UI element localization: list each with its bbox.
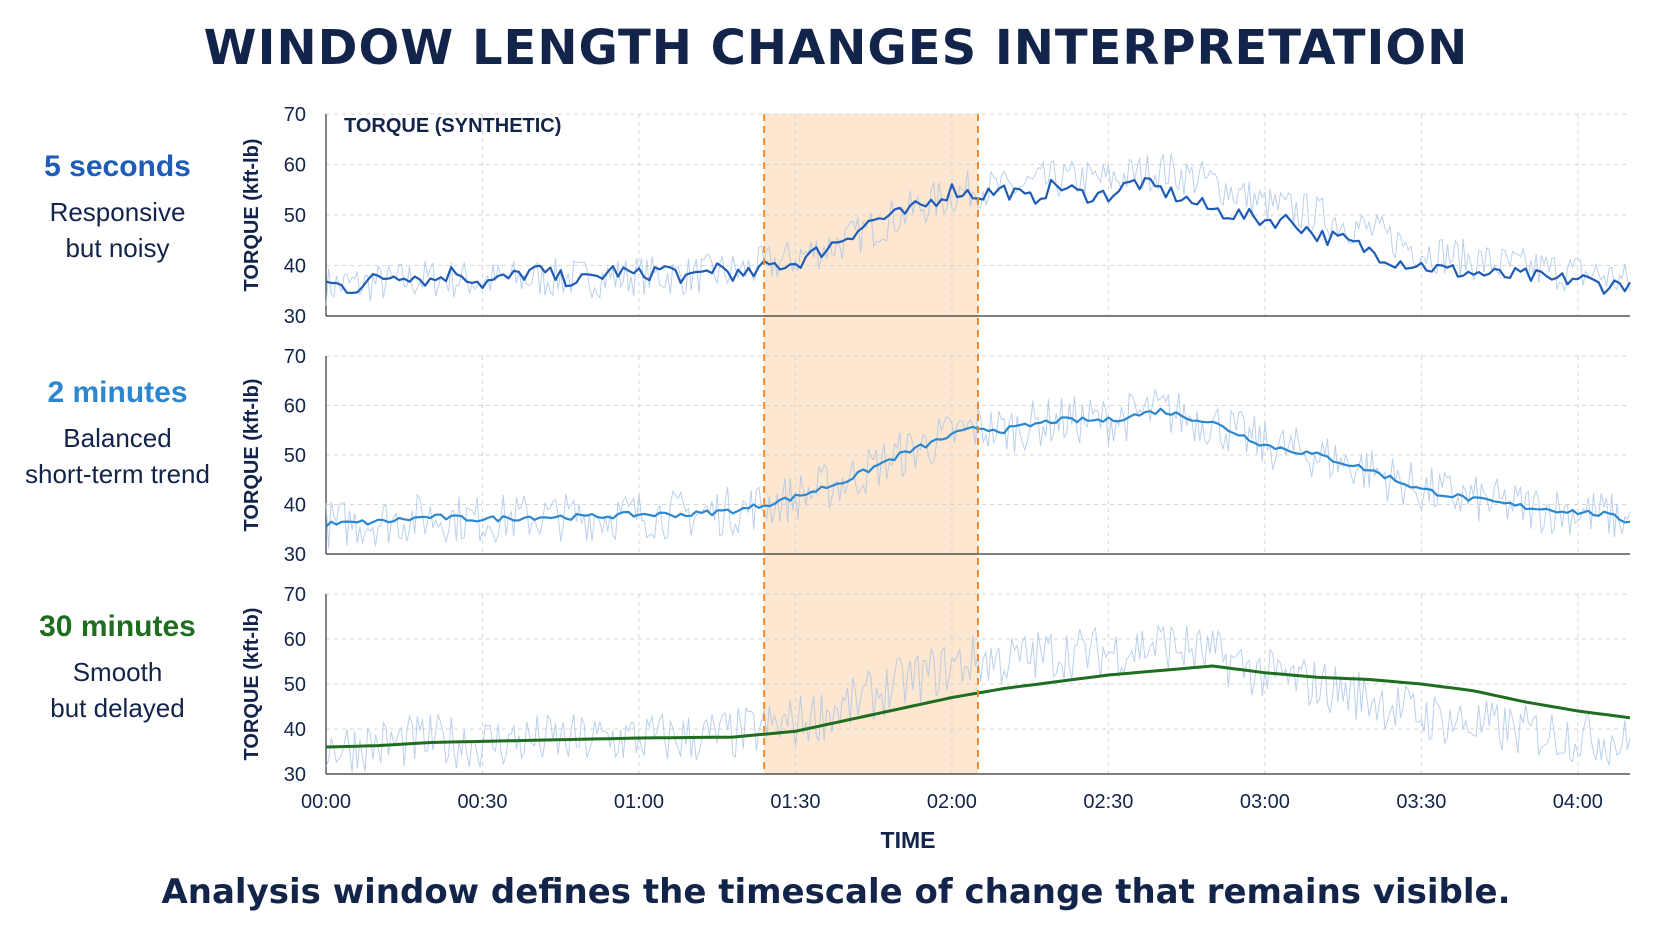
y-tick-label: 60 (284, 629, 306, 651)
x-tick-label: 02:30 (1083, 791, 1133, 813)
x-axis-label: TIME (881, 827, 936, 853)
window-desc-line2: but noisy (65, 233, 170, 263)
x-tick-label: 03:30 (1396, 791, 1446, 813)
x-tick-label: 03:00 (1240, 791, 1290, 813)
x-tick-label: 00:30 (457, 791, 507, 813)
x-tick-label: 02:00 (927, 791, 977, 813)
window-desc-line2: but delayed (50, 693, 185, 723)
y-tick-label: 50 (284, 205, 306, 227)
window-desc-line1: Balanced (63, 423, 172, 453)
y-tick-label: 50 (284, 445, 306, 467)
window-name: 30 minutes (39, 610, 196, 643)
y-tick-label: 40 (284, 256, 306, 278)
y-tick-label: 30 (284, 544, 306, 566)
y-axis-label: TORQUE (kft-lb) (241, 139, 263, 292)
y-tick-label: 30 (284, 306, 306, 328)
window-desc-line1: Smooth (72, 657, 163, 687)
y-axis-label: TORQUE (kft-lb) (241, 608, 263, 761)
y-tick-label: 30 (284, 764, 306, 786)
page-title: WINDOW LENGTH CHANGES INTERPRETATION (203, 20, 1469, 76)
panel-label-5s: 5 seconds Responsive but noisy (10, 150, 225, 266)
x-tick-label: 04:00 (1553, 791, 1603, 813)
window-desc-line1: Responsive (49, 197, 186, 227)
highlight-window (764, 114, 978, 774)
y-tick-label: 60 (284, 155, 306, 177)
y-tick-label: 50 (284, 674, 306, 696)
y-tick-label: 60 (284, 396, 306, 418)
y-tick-label: 40 (284, 495, 306, 517)
panel-label-30min: 30 minutes Smooth but delayed (10, 610, 225, 726)
x-tick-label: 00:00 (301, 791, 351, 813)
y-tick-label: 70 (284, 584, 306, 606)
window-desc-line2: short-term trend (25, 459, 210, 489)
y-tick-label: 70 (284, 346, 306, 368)
raw-torque-line (325, 153, 1631, 306)
footer-caption: Analysis window defines the timescale of… (161, 872, 1511, 912)
panel-label-2min: 2 minutes Balanced short-term trend (10, 376, 225, 492)
y-tick-label: 40 (284, 719, 306, 741)
window-name: 2 minutes (47, 376, 188, 409)
y-axis-label: TORQUE (kft-lb) (241, 379, 263, 532)
panel-0: 30 40 50 60 70 TORQUE (kft-lb) (241, 104, 1631, 328)
y-tick-label: 70 (284, 104, 306, 126)
x-tick-label: 01:00 (614, 791, 664, 813)
window-name: 5 seconds (44, 150, 191, 183)
series-label: TORQUE (SYNTHETIC) (344, 115, 561, 137)
x-tick-label: 01:30 (770, 791, 820, 813)
